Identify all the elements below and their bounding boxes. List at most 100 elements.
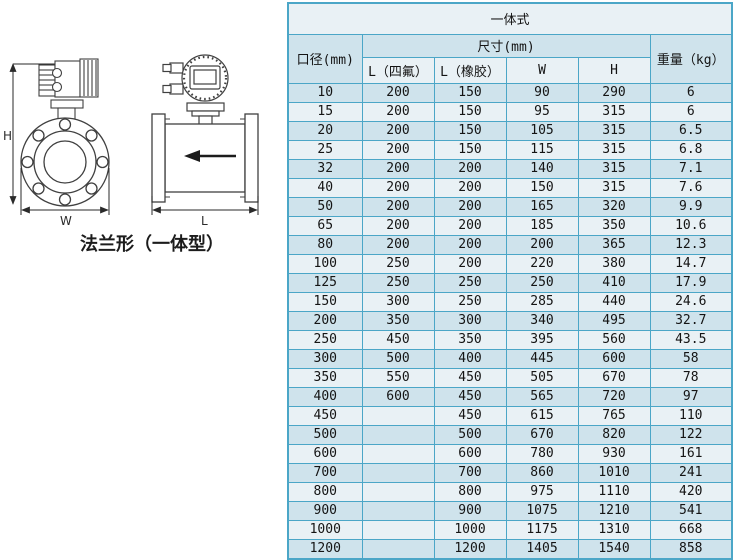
bolt-hole-icon [58,118,72,131]
table-cell: 140 [505,158,579,179]
table-cell: 12.3 [649,234,733,255]
table-cell: 10.6 [649,215,733,236]
h-dim-label: H [3,129,12,143]
table-title: 一体式 [287,2,733,35]
table-cell: 600 [577,348,651,369]
table-row: 1000 1000 1175 1310 668 [287,519,733,540]
table-cell: 200 [433,196,507,217]
table-cell: 350 [361,310,435,331]
bolt-hole-icon [85,129,98,142]
table-cell: 80 [287,234,363,255]
table-cell: 43.5 [649,329,733,350]
table-row: 80 200 200 200 365 12.3 [287,234,733,255]
table-row: 65 200 200 185 350 10.6 [287,215,733,236]
cable-gland-icon [162,63,172,73]
table-cell: 105 [505,120,579,141]
table-cell: 200 [361,196,435,217]
table-row: 50 200 200 165 320 9.9 [287,196,733,217]
table-cell: 95 [505,101,579,122]
spec-table: 一体式 口径(mm) 尺寸(mm) 重量（kg） L（四氟） L（橡胶） W H… [287,2,733,560]
table-cell [361,443,435,464]
table-cell: 20 [287,120,363,141]
table-cell: 380 [577,253,651,274]
table-cell: 765 [577,405,651,426]
table-cell: 315 [577,158,651,179]
table-cell: 6 [649,101,733,122]
table-cell: 560 [577,329,651,350]
table-cell: 1000 [433,519,507,540]
table-header-row-1: 口径(mm) 尺寸(mm) 重量（kg） [287,33,733,84]
table-cell: 820 [577,424,651,445]
table-cell: 350 [433,329,507,350]
table-row: 600 600 780 930 161 [287,443,733,464]
table-cell: 58 [649,348,733,369]
table-cell [361,481,435,502]
table-cell: 7.1 [649,158,733,179]
table-cell: 6.5 [649,120,733,141]
table-cell: 150 [433,139,507,160]
flowmeter-diagram: H [3,54,259,255]
table-cell: 200 [361,215,435,236]
table-cell: 200 [433,215,507,236]
table-cell: 6 [649,82,733,103]
table-cell: 395 [505,329,579,350]
table-cell: 24.6 [649,291,733,312]
table-row: 15 200 150 95 315 6 [287,101,733,122]
table-cell: 125 [287,272,363,293]
table-cell: 700 [287,462,363,483]
table-cell: 600 [433,443,507,464]
table-row: 800 800 975 1110 420 [287,481,733,502]
table-cell: 1310 [577,519,651,540]
table-cell: 40 [287,177,363,198]
cable-gland-icon [169,62,184,74]
table-cell: 800 [433,481,507,502]
table-cell: 1200 [287,538,363,559]
table-row: 20 200 150 105 315 6.5 [287,120,733,141]
table-cell: 975 [505,481,579,502]
bolt-hole-icon [96,155,109,169]
bolt-hole-icon [58,193,72,206]
table-cell: 505 [505,367,579,388]
table-cell: 900 [433,500,507,521]
table-cell: 450 [433,367,507,388]
table-header-row-2: L（四氟） L（橡胶） W H [288,56,732,84]
header-diameter: 口径(mm) [287,33,363,84]
table-row: 100 250 200 220 380 14.7 [287,253,733,274]
table-row: 1200 1200 1405 1540 858 [287,538,733,559]
diagram-caption: 法兰形（一体型） [80,233,224,255]
table-cell [361,462,435,483]
table-cell: 800 [287,481,363,502]
front-view-transmitter [38,58,99,120]
table-cell: 900 [287,500,363,521]
table-cell: 250 [287,329,363,350]
table-cell: 400 [433,348,507,369]
table-cell: 565 [505,386,579,407]
table-cell: 150 [505,177,579,198]
table-cell: 250 [433,291,507,312]
table-cell: 161 [649,443,733,464]
header-h: H [577,56,651,84]
table-cell: 400 [287,386,363,407]
table-cell: 315 [577,177,651,198]
table-cell: 250 [433,272,507,293]
header-size-group: 尺寸(mm) [361,33,651,58]
table-cell: 320 [577,196,651,217]
table-cell: 450 [287,405,363,426]
table-row: 150 300 250 285 440 24.6 [287,291,733,312]
table-cell: 200 [361,234,435,255]
table-cell [361,500,435,521]
table-cell: 780 [505,443,579,464]
table-cell: 315 [577,139,651,160]
table-cell: 185 [505,215,579,236]
table-cell: 115 [505,139,579,160]
table-cell: 200 [505,234,579,255]
w-dimension: W [20,168,110,228]
table-cell: 90 [505,82,579,103]
table-cell: 6.8 [649,139,733,160]
table-cell: 1110 [577,481,651,502]
table-cell: 365 [577,234,651,255]
table-cell: 315 [577,120,651,141]
table-row: 400 600 450 565 720 97 [287,386,733,407]
table-cell: 150 [433,82,507,103]
